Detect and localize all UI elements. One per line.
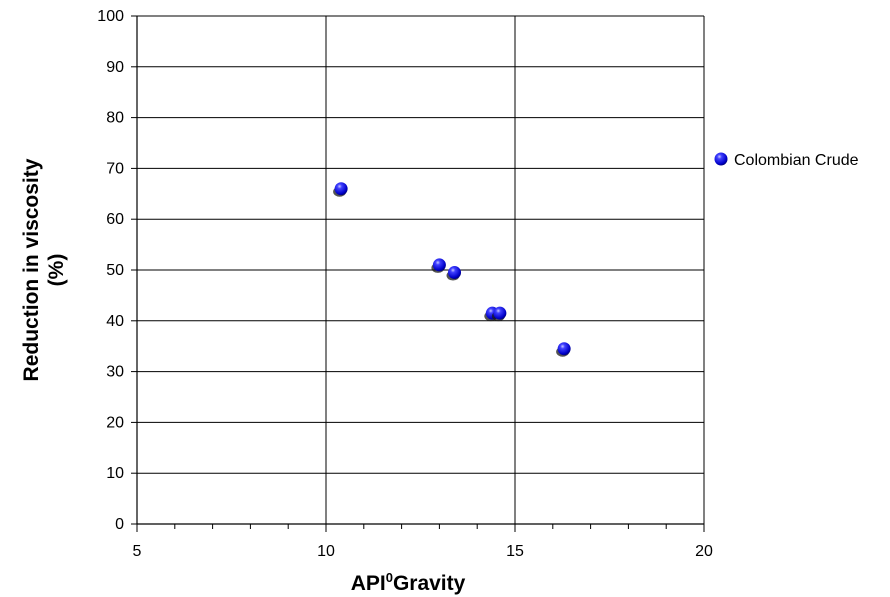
data-point-0-4 [493, 306, 507, 320]
legend-label-colombian-crude: Colombian Crude [734, 152, 859, 169]
y-tick-label-60: 60 [106, 211, 124, 228]
y-tick-label-40: 40 [106, 313, 124, 330]
y-tick-label-70: 70 [106, 160, 124, 177]
axes [131, 15, 705, 532]
x-tick-label-20: 20 [695, 543, 713, 560]
x-tick-label-5: 5 [133, 543, 142, 560]
y-tick-label-20: 20 [106, 414, 124, 431]
y-tick-label-10: 10 [106, 465, 124, 482]
x-tick-label-10: 10 [317, 543, 335, 560]
data-point-0-0 [334, 182, 348, 196]
y-tick-label-80: 80 [106, 110, 124, 127]
y-tick-label-100: 100 [97, 8, 124, 25]
y-axis-title-line2: (%) [45, 254, 68, 287]
grid [137, 15, 705, 524]
y-tick-label-30: 30 [106, 364, 124, 381]
y-axis-title-line1: Reduction in viscosity [20, 158, 43, 381]
y-tick-label-50: 50 [106, 262, 124, 279]
tick-labels: 0 10 20 30 40 50 60 70 80 90 100 5 10 15 20 [97, 8, 713, 560]
x-tick-label-15: 15 [506, 543, 524, 560]
x-axis-title: API0Gravity [351, 570, 466, 595]
legend-marker-colombian-crude [714, 152, 728, 166]
data-points [333, 182, 571, 357]
data-point-0-2 [448, 266, 462, 280]
y-tick-label-0: 0 [115, 516, 124, 533]
y-tick-label-90: 90 [106, 59, 124, 76]
data-point-0-1 [432, 258, 446, 272]
legend: Colombian Crude [714, 152, 859, 169]
y-axis-title: Reduction in viscosity (%) [20, 158, 68, 381]
data-point-0-5 [557, 342, 571, 356]
